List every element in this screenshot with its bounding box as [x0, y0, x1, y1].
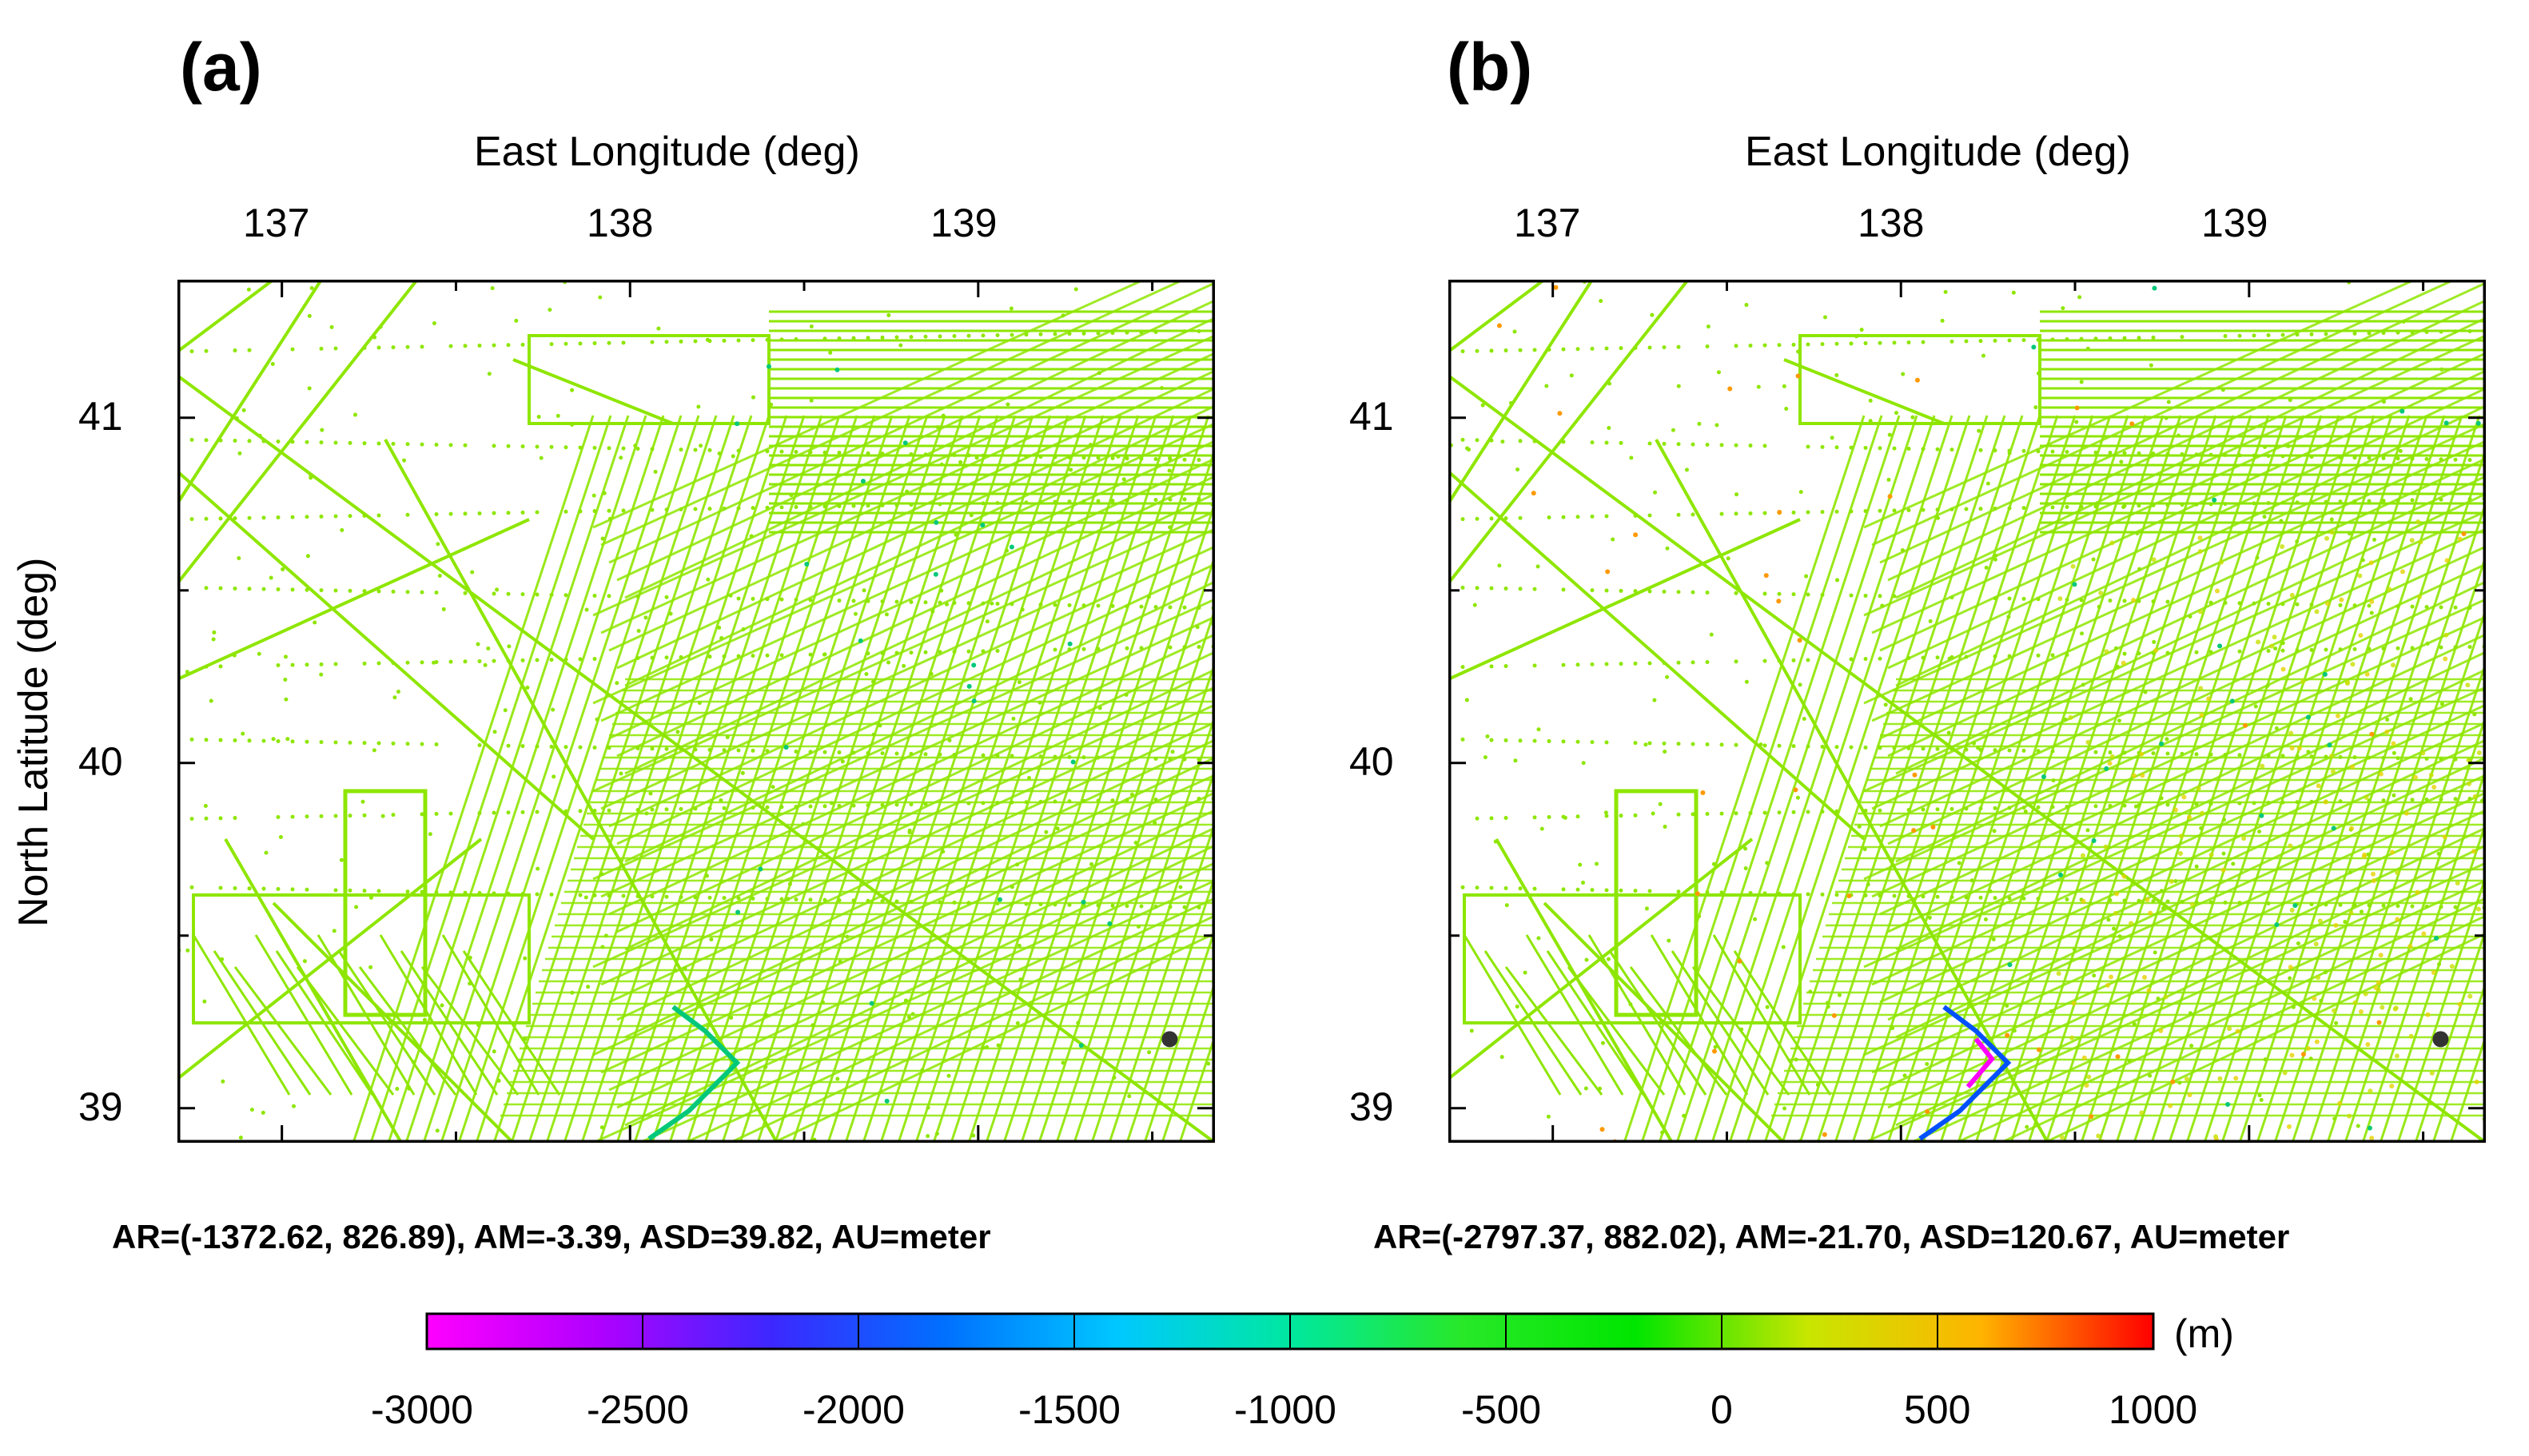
panel-b-x-tick-139: 139 — [2201, 201, 2268, 245]
colorbar-tick-label: -1000 — [1234, 1387, 1336, 1432]
panel-b-x-tick-138: 138 — [1858, 201, 1925, 245]
colorbar — [425, 1312, 2155, 1351]
panel-b-y-tick-40: 40 — [1349, 739, 1394, 784]
panel-a-left-axis-title: North Latitude (deg) — [10, 557, 57, 928]
colorbar-ticks — [426, 1314, 2154, 1349]
colorbar-tick-label: 500 — [1904, 1387, 1971, 1432]
colorbar-tick-label: -500 — [1461, 1387, 1542, 1432]
colorbar-tick-label: 0 — [1711, 1387, 1733, 1432]
colorbar-tick-label: -3000 — [371, 1387, 473, 1432]
panel-b-map — [1448, 280, 2486, 1143]
panel-a-axis-ticks — [177, 280, 1215, 1143]
panel-a-x-tick-138: 138 — [587, 201, 654, 245]
panel-a-y-tick-41: 41 — [78, 394, 123, 439]
panel-a-top-axis-title: East Longitude (deg) — [474, 129, 860, 175]
panel-b-y-tick-41: 41 — [1349, 394, 1394, 439]
panel-b-label: (b) — [1447, 30, 1533, 105]
panel-b-top-axis-title: East Longitude (deg) — [1745, 129, 2131, 175]
panel-a-frame — [177, 280, 1215, 1143]
panel-b-y-tick-39: 39 — [1349, 1084, 1394, 1129]
panel-a-x-tick-139: 139 — [930, 201, 998, 245]
panel-a-y-tick-40: 40 — [78, 739, 123, 784]
panel-a-stats: AR=(-1372.62, 826.89), AM=-3.39, ASD=39.… — [112, 1218, 991, 1255]
panel-a-label: (a) — [180, 30, 262, 105]
panel-b-ship-tracks — [1448, 280, 2486, 1143]
panel-a-ship-tracks — [177, 280, 1215, 1143]
panel-b-x-tick-137: 137 — [1514, 201, 1581, 245]
panel-a-y-tick-39: 39 — [78, 1084, 123, 1129]
colorbar-unit: (m) — [2174, 1311, 2234, 1356]
colorbar-tick-label: -2000 — [803, 1387, 905, 1432]
colorbar-tick-label: 1000 — [2109, 1387, 2198, 1432]
colorbar-tick-label: -2500 — [587, 1387, 689, 1432]
panel-a-map — [177, 280, 1215, 1143]
panel-b-stats: AR=(-2797.37, 882.02), AM=-21.70, ASD=12… — [1373, 1218, 2290, 1255]
panel-b-frame — [1448, 280, 2486, 1143]
panel-a-x-tick-137: 137 — [243, 201, 310, 245]
colorbar-tick-label: -1500 — [1018, 1387, 1121, 1432]
